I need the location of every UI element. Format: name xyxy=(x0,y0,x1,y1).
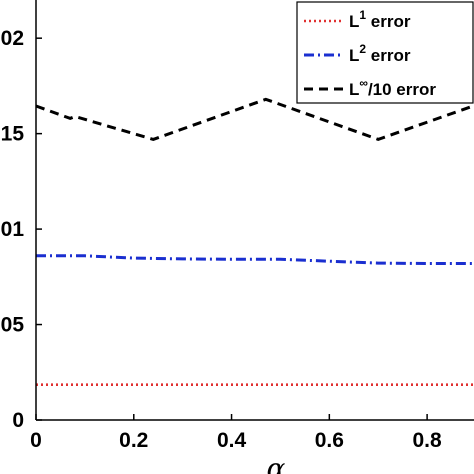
legend-label-3: L∞/10 error xyxy=(349,76,436,99)
y-tick-label: 01 xyxy=(1,218,25,241)
legend-box xyxy=(296,1,474,104)
x-tick-label: 0.6 xyxy=(315,429,344,452)
series-line-3 xyxy=(35,97,474,141)
x-tick-label: 0 xyxy=(30,429,42,452)
x-tick-label: 0.8 xyxy=(413,429,443,452)
legend-label-1: L1 error xyxy=(349,8,411,31)
tick-marks xyxy=(35,37,428,421)
x-tick-labels: 0 0.2 0.4 0.6 0.8 xyxy=(30,429,442,452)
series-line-2 xyxy=(36,254,474,265)
y-tick-label: 05 xyxy=(1,314,25,337)
series-layer xyxy=(35,97,474,387)
x-axis-label: α xyxy=(267,452,286,474)
y-tick-label: 02 xyxy=(1,27,24,50)
axes xyxy=(35,0,474,421)
y-tick-label: 15 xyxy=(1,123,25,146)
x-tick-label: 0.2 xyxy=(119,429,148,452)
y-tick-labels: 0 05 01 15 02 xyxy=(1,27,25,432)
y-tick-label: 0 xyxy=(12,409,24,432)
x-tick-label: 0.4 xyxy=(217,429,247,452)
legend-label-2: L2 error xyxy=(349,42,411,65)
legend: L1 error L2 error L∞/10 error xyxy=(296,1,474,104)
